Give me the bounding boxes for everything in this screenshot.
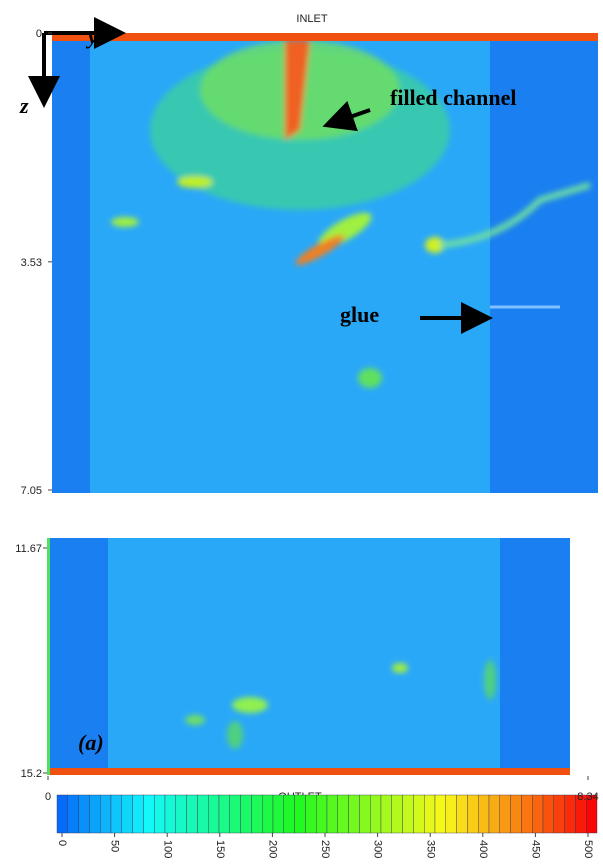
colorbar-cell: [262, 794, 274, 834]
colorbar-cell: [175, 794, 187, 834]
colorbar-cell: [99, 794, 112, 834]
z-tick-label: 15.2: [21, 768, 42, 780]
colorbar-cell: [67, 794, 79, 834]
colorbar-cell: [413, 794, 425, 834]
colorbar-cell: [207, 794, 220, 834]
annotation-arrow: [322, 100, 371, 132]
colorbar-cell: [56, 794, 69, 834]
colorbar-cell: [78, 794, 90, 834]
colorbar: 0 50 100 150 200 250 300 350 400 450 500: [56, 794, 598, 858]
colorbar-cell: [218, 794, 231, 834]
colorbar-cell: [564, 794, 576, 834]
colorbar-tick-label: 50: [109, 840, 121, 852]
z-tick-label: 3.53: [21, 257, 42, 269]
colorbar-cell: [553, 794, 565, 834]
colorbar-tick-label: 350: [424, 840, 436, 858]
colorbar-cell: [586, 794, 598, 834]
colorbar-tick-label: 100: [161, 840, 173, 858]
colorbar-cell: [229, 794, 241, 834]
colorbar-cell: [391, 794, 403, 834]
colorbar-cell: [294, 794, 306, 834]
colorbar-cell: [153, 794, 166, 834]
colorbar-cell: [359, 794, 371, 834]
colorbar-tick-label: 150: [214, 840, 226, 858]
colorbar-tick-label: 200: [266, 840, 278, 858]
colorbar-cell: [316, 794, 328, 834]
colorbar-cell: [488, 794, 501, 834]
y-axis-label: y: [85, 24, 98, 49]
colorbar-cell: [542, 794, 555, 834]
colorbar-tick-label: 400: [477, 840, 489, 858]
colorbar-cell: [143, 794, 155, 834]
colorbar-cell: [532, 794, 544, 834]
colorbar-cell: [337, 794, 349, 834]
colorbar-cell: [402, 794, 414, 834]
z-tick-label: 0: [36, 28, 42, 40]
colorbar-cell: [110, 794, 123, 834]
colorbar-cell: [240, 794, 252, 834]
colorbar-cell: [326, 794, 339, 834]
z-tick-label: 11.67: [15, 543, 42, 555]
colorbar-cell: [467, 794, 479, 834]
colorbar-cell: [445, 794, 457, 834]
y-tick-label: 0: [45, 791, 51, 803]
colorbar-cell: [456, 794, 468, 834]
colorbar-cell: [164, 794, 177, 834]
colorbar-cell: [197, 794, 209, 834]
y-tick-label: 8.34: [577, 791, 598, 803]
inlet-label: INLET: [296, 13, 327, 25]
z-axis-label: z: [19, 93, 29, 118]
colorbar-cell: [370, 794, 382, 834]
annotation: glue: [340, 302, 379, 327]
colorbar-cell: [305, 794, 317, 834]
colorbar-cell: [89, 794, 101, 834]
colorbar-cell: [272, 794, 285, 834]
colorbar-cell: [348, 794, 360, 834]
colorbar-tick-label: 450: [529, 840, 541, 858]
axis-arrows: [28, 17, 126, 108]
colorbar-tick-label: 0: [56, 840, 68, 846]
colorbar-cell: [424, 794, 436, 834]
colorbar-tick-label: 250: [319, 840, 331, 858]
colorbar-cell: [283, 794, 295, 834]
colorbar-cell: [251, 794, 263, 834]
z-tick-label: 7.05: [21, 485, 42, 497]
annotation: filled channel: [390, 85, 517, 110]
panel-label: (a): [78, 730, 104, 755]
colorbar-cell: [434, 794, 447, 834]
colorbar-tick-label: 300: [372, 840, 384, 858]
colorbar-cell: [380, 794, 393, 834]
colorbar-cell: [499, 794, 511, 834]
colorbar-cell: [132, 794, 144, 834]
colorbar-cell: [121, 794, 133, 834]
colorbar-cell: [510, 794, 522, 834]
bottom-panel: [47, 538, 570, 775]
colorbar-cell: [478, 794, 490, 834]
colorbar-tick-label: 500: [582, 840, 594, 858]
colorbar-cell: [521, 794, 533, 834]
colorbar-cell: [186, 794, 198, 834]
